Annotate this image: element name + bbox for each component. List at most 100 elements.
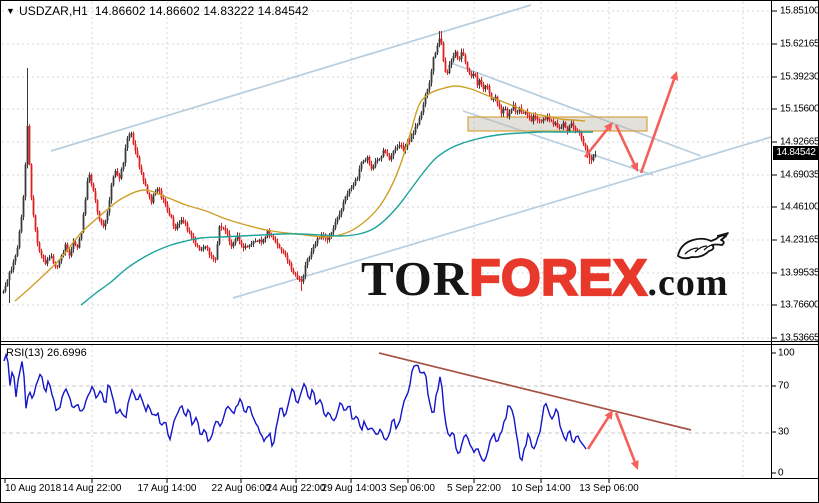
candle-body — [398, 145, 401, 148]
time-axis-label: 14 Aug 22:00 — [62, 483, 122, 494]
candle-body — [268, 230, 271, 235]
forecast-arrow — [614, 412, 636, 463]
candle-body — [110, 184, 113, 201]
candle-body — [536, 117, 539, 120]
candle-body — [8, 272, 11, 281]
candle-body — [342, 201, 345, 210]
candle-body — [416, 124, 419, 127]
candle-body — [572, 123, 575, 127]
candle-body — [470, 73, 473, 77]
symbol-period-label: USDZAR,H1 — [19, 4, 88, 18]
candle-body — [14, 255, 17, 262]
forecast-arrow — [614, 124, 636, 165]
candle-body — [542, 118, 545, 122]
candle-body — [448, 64, 451, 73]
forecast-arrow — [639, 79, 676, 174]
candle-body — [244, 246, 247, 248]
candle-body — [378, 158, 381, 160]
ma-slow-line — [80, 131, 593, 306]
candle-body — [230, 241, 233, 247]
candle-body — [216, 243, 219, 260]
candle-body — [562, 122, 565, 128]
forecast-arrow — [583, 128, 609, 158]
candle-body — [162, 197, 165, 200]
time-axis-label: 24 Aug 22:00 — [266, 483, 326, 494]
candle-body — [594, 154, 597, 156]
candle-body — [130, 133, 133, 135]
candle-body — [566, 127, 569, 131]
candle-body — [270, 234, 273, 237]
correction-channel-upper — [450, 62, 702, 157]
candle-body — [526, 112, 529, 116]
candle-body — [30, 164, 33, 198]
candle-body — [524, 112, 527, 114]
candle-body — [396, 147, 399, 149]
candle-body — [114, 170, 117, 177]
rsi-axis-label: 30 — [778, 426, 790, 438]
candle-body — [338, 214, 341, 218]
candle-body — [26, 125, 29, 165]
candle-body — [254, 240, 257, 242]
candle-body — [410, 135, 413, 142]
candle-body — [372, 166, 375, 169]
candle-body — [414, 126, 417, 134]
candle-body — [126, 138, 129, 149]
candle-body — [238, 235, 241, 242]
candle-body — [192, 236, 195, 240]
candle-body — [380, 156, 383, 159]
candle-body — [498, 103, 501, 107]
candle-body — [558, 126, 561, 129]
price-axis-label: 13.76600 — [780, 299, 819, 311]
candle-body — [534, 115, 537, 118]
candle-body — [218, 226, 221, 244]
candle-body — [390, 155, 393, 160]
candle-body — [166, 204, 169, 212]
candle-body — [72, 241, 75, 249]
candle-body — [86, 180, 89, 200]
time-axis-label: 22 Aug 06:00 — [211, 483, 271, 494]
candle-body — [20, 217, 23, 232]
candle-body — [504, 108, 507, 110]
candle-body — [24, 164, 27, 197]
candle-body — [304, 265, 307, 276]
candle-body — [122, 162, 125, 170]
candle-body — [52, 256, 55, 264]
candle-body — [392, 150, 395, 156]
candle-body — [428, 82, 431, 90]
candle-body — [66, 244, 69, 252]
candle-body — [550, 120, 553, 122]
candle-body — [450, 60, 453, 65]
candle-body — [384, 150, 387, 153]
candle-body — [460, 52, 463, 60]
candle-body — [194, 239, 197, 245]
candle-body — [590, 156, 593, 161]
candle-body — [446, 72, 449, 74]
candle-body — [316, 238, 319, 244]
candle-body — [592, 154, 595, 161]
candle-body — [310, 251, 313, 257]
price-axis-label: 15.62165 — [780, 38, 819, 50]
candle-body — [138, 156, 141, 168]
candle-body — [204, 246, 207, 248]
rsi-axis-label: 0 — [778, 467, 784, 479]
candle-body — [308, 256, 311, 260]
candle-body — [306, 259, 309, 266]
candle-body — [510, 109, 513, 113]
forecast-arrow-head — [630, 460, 639, 470]
candle-body — [42, 255, 45, 259]
candle-body — [48, 257, 51, 261]
rsi-axis-label: 70 — [778, 380, 790, 392]
candle-body — [198, 246, 201, 250]
candle-body — [280, 247, 283, 251]
candle-body — [482, 83, 485, 90]
candle-body — [50, 256, 53, 258]
candle-body — [32, 197, 35, 216]
candle-body — [424, 95, 427, 105]
candle-body — [136, 150, 139, 157]
ohlc-values-label: 14.86602 14.86602 14.83222 14.84542 — [94, 4, 309, 18]
price-axis-label: 14.23165 — [780, 234, 819, 246]
candle-body — [208, 248, 211, 255]
candle-body — [564, 122, 567, 128]
